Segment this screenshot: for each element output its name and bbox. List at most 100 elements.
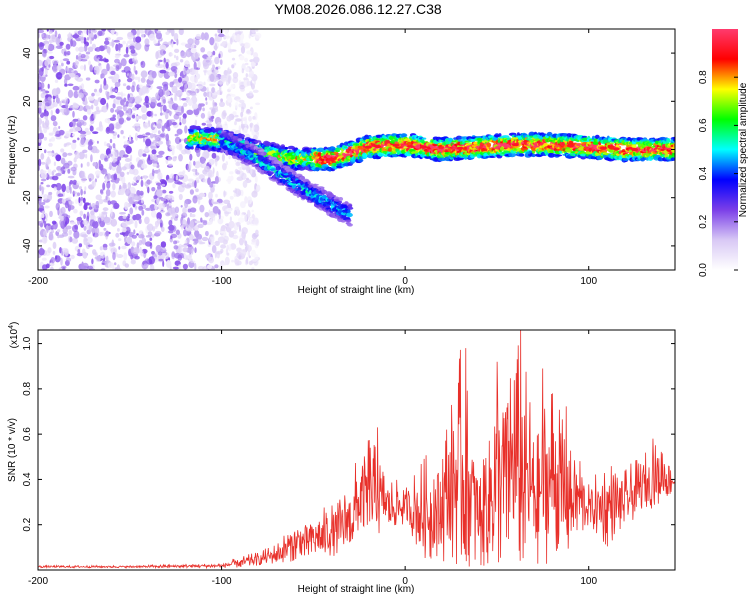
noise-mark bbox=[125, 46, 129, 55]
noise-mark bbox=[43, 220, 47, 228]
noise-mark bbox=[108, 153, 113, 157]
noise-mark bbox=[91, 30, 98, 33]
noise-mark bbox=[78, 151, 85, 160]
noise-mark bbox=[51, 88, 58, 97]
noise-mark bbox=[93, 65, 100, 75]
noise-mark bbox=[175, 55, 179, 61]
noise-mark bbox=[187, 64, 191, 68]
noise-mark bbox=[235, 118, 242, 122]
ridge-mark bbox=[211, 143, 219, 146]
noise-mark bbox=[229, 195, 234, 200]
ridge-mark bbox=[672, 143, 675, 148]
noise-mark bbox=[180, 225, 184, 230]
noise-mark bbox=[252, 116, 256, 120]
noise-mark bbox=[213, 107, 216, 114]
noise-mark bbox=[80, 163, 83, 168]
noise-mark bbox=[181, 117, 187, 125]
noise-mark bbox=[96, 140, 99, 144]
noise-mark bbox=[54, 30, 58, 38]
noise-mark bbox=[91, 145, 98, 154]
noise-mark bbox=[38, 59, 43, 67]
noise-mark bbox=[194, 68, 199, 75]
noise-mark bbox=[180, 205, 183, 208]
noise-mark bbox=[227, 75, 231, 85]
noise-mark bbox=[72, 110, 75, 118]
noise-mark bbox=[204, 165, 210, 173]
noise-mark bbox=[107, 262, 115, 269]
noise-mark bbox=[113, 123, 116, 127]
noise-mark bbox=[157, 251, 163, 256]
noise-mark bbox=[113, 173, 118, 181]
noise-mark bbox=[171, 85, 178, 94]
noise-mark bbox=[85, 104, 90, 110]
noise-mark bbox=[122, 104, 127, 112]
ridge-mark bbox=[211, 141, 218, 143]
noise-mark bbox=[66, 50, 71, 56]
noise-mark bbox=[134, 76, 140, 81]
noise-mark bbox=[244, 196, 248, 204]
noise-mark bbox=[197, 60, 201, 69]
noise-mark bbox=[252, 56, 260, 63]
ridge-mark bbox=[631, 144, 637, 148]
noise-mark bbox=[67, 175, 75, 179]
noise-mark bbox=[38, 132, 45, 140]
noise-mark bbox=[104, 58, 109, 63]
ridge-mark bbox=[357, 158, 364, 163]
noise-mark bbox=[89, 219, 97, 227]
chart-title: YM08.2026.086.12.27.C38 bbox=[274, 1, 442, 17]
noise-mark bbox=[133, 176, 138, 181]
noise-mark bbox=[109, 95, 116, 99]
ridge-mark bbox=[388, 135, 395, 141]
noise-mark bbox=[224, 35, 231, 39]
ridge-mark bbox=[275, 166, 282, 171]
ridge-mark bbox=[244, 140, 250, 146]
noise-mark bbox=[60, 206, 66, 215]
noise-mark bbox=[63, 50, 67, 56]
noise-mark bbox=[183, 102, 188, 107]
noise-mark bbox=[43, 194, 48, 201]
noise-mark bbox=[133, 60, 137, 65]
noise-mark bbox=[107, 118, 111, 125]
noise-mark bbox=[105, 230, 109, 237]
noise-mark bbox=[106, 46, 111, 54]
noise-mark bbox=[212, 214, 216, 222]
noise-mark bbox=[205, 59, 210, 63]
noise-mark bbox=[78, 46, 85, 53]
ridge-mark bbox=[221, 130, 227, 133]
noise-mark bbox=[157, 140, 164, 145]
noise-mark bbox=[71, 141, 77, 150]
noise-mark bbox=[182, 247, 189, 253]
noise-mark bbox=[168, 230, 174, 234]
noise-mark bbox=[214, 240, 220, 246]
noise-mark bbox=[63, 48, 67, 52]
ridge-mark bbox=[672, 136, 675, 142]
noise-mark bbox=[41, 257, 47, 261]
noise-mark bbox=[118, 246, 121, 250]
noise-mark bbox=[133, 201, 140, 205]
noise-mark bbox=[226, 244, 229, 251]
noise-mark bbox=[202, 221, 208, 226]
noise-mark bbox=[45, 34, 49, 39]
noise-mark bbox=[93, 34, 98, 40]
noise-mark bbox=[95, 255, 101, 263]
noise-mark bbox=[240, 249, 247, 257]
noise-mark bbox=[110, 29, 115, 34]
noise-mark bbox=[160, 198, 167, 202]
noise-mark bbox=[62, 247, 69, 253]
noise-mark bbox=[140, 61, 143, 65]
noise-mark bbox=[178, 171, 184, 178]
noise-mark bbox=[148, 154, 151, 161]
noise-mark bbox=[162, 260, 165, 268]
noise-mark bbox=[117, 228, 120, 232]
noise-mark bbox=[229, 216, 232, 222]
noise-mark bbox=[113, 202, 120, 209]
noise-mark bbox=[207, 264, 212, 270]
noise-mark bbox=[221, 153, 225, 162]
noise-mark bbox=[183, 229, 188, 237]
noise-mark bbox=[44, 115, 48, 120]
noise-mark bbox=[72, 102, 79, 111]
noise-mark bbox=[48, 191, 53, 196]
noise-mark bbox=[169, 202, 171, 207]
noise-mark bbox=[194, 238, 199, 244]
noise-mark bbox=[91, 258, 94, 265]
